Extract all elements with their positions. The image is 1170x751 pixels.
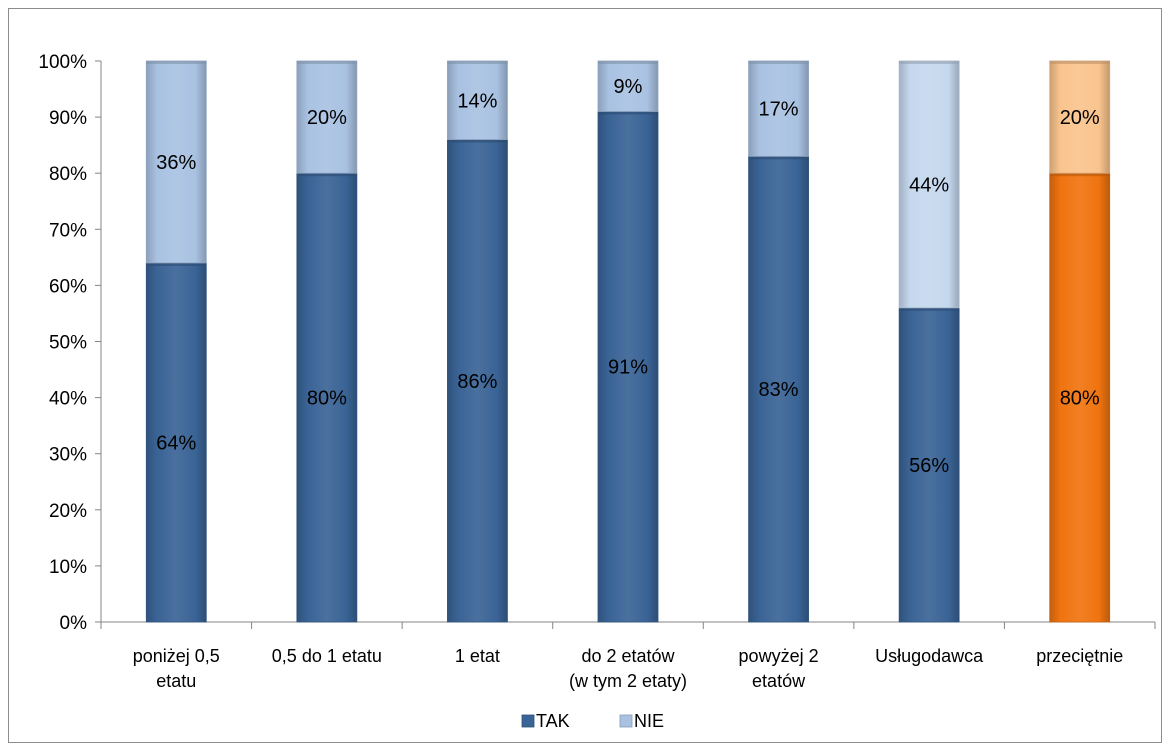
- y-tick-label: 20%: [49, 501, 87, 522]
- data-label: 36%: [156, 152, 196, 174]
- y-tick-label: 100%: [38, 52, 87, 73]
- bar-edge: [1049, 61, 1110, 64]
- bar-edge: [1049, 173, 1110, 177]
- legend-item-nie: NIE: [619, 711, 664, 731]
- y-tick-label: 30%: [49, 445, 87, 466]
- bar-nie: [597, 60, 659, 112]
- bar-edge: [296, 61, 357, 64]
- bar-tak: [447, 139, 508, 623]
- bar-edge: [146, 262, 207, 266]
- data-label: 56%: [909, 455, 949, 477]
- chart-svg: 0% 10% 20% 30% 40% 50% 60% 70% 80% 90% 100% 64% 36%…: [38, 52, 1156, 731]
- bar-nie: [447, 60, 508, 140]
- data-label: 17%: [759, 99, 799, 121]
- data-label: 80%: [1060, 388, 1100, 410]
- bar-tak: [296, 172, 358, 623]
- bar-tak: [748, 155, 809, 623]
- data-label: 64%: [156, 432, 196, 454]
- bar-edge: [748, 61, 809, 64]
- data-label: 83%: [759, 379, 799, 401]
- y-tick-label: 50%: [49, 333, 87, 354]
- category-label: przeciętnie: [1036, 646, 1123, 666]
- data-labels: 64% 36% 80% 20% 86% 14% 91% 9% 83% 17% 56% 44% 80% 20…: [156, 76, 1100, 477]
- bar-edge: [296, 173, 357, 177]
- legend-item-tak: TAK: [521, 711, 570, 731]
- bar-nie: [1049, 60, 1111, 174]
- legend-swatch: [619, 714, 633, 728]
- data-label: 20%: [1060, 107, 1100, 129]
- bar-edge: [899, 307, 960, 311]
- data-label: 44%: [909, 174, 949, 196]
- y-tick-label: 70%: [49, 220, 87, 241]
- data-label: 91%: [608, 357, 648, 379]
- category-label: Usługodawca: [875, 646, 984, 666]
- bar-edge: [146, 61, 207, 64]
- data-label: 9%: [614, 76, 643, 98]
- y-axis: 0% 10% 20% 30% 40% 50% 60% 70% 80% 90% 100%: [38, 52, 102, 634]
- legend-swatch: [521, 714, 535, 728]
- category-label: do 2 etatów: [581, 646, 675, 666]
- y-tick-label: 40%: [49, 389, 87, 410]
- bar-nie: [898, 60, 960, 309]
- bar-edge: [748, 156, 809, 160]
- bar-edge: [899, 61, 960, 64]
- bar-nie: [748, 60, 809, 157]
- y-tick-label: 60%: [49, 276, 87, 297]
- category-label: etatów: [752, 671, 806, 691]
- data-label: 80%: [307, 388, 347, 410]
- bar-tak: [898, 307, 960, 623]
- y-tick-label: 80%: [49, 164, 87, 185]
- bar-edge: [598, 111, 658, 115]
- legend: TAK NIE: [521, 711, 664, 731]
- bar-edge: [447, 139, 508, 143]
- bar-tak: [597, 111, 659, 623]
- bar-tak: [145, 262, 207, 623]
- bar-edge: [447, 61, 508, 64]
- data-label: 86%: [457, 371, 497, 393]
- data-label: 14%: [457, 90, 497, 112]
- bar-nie: [145, 60, 207, 264]
- category-label: poniżej 0,5: [133, 646, 220, 666]
- category-labels: poniżej 0,5 etatu 0,5 do 1 etatu 1 etat do 2…: [133, 646, 1123, 691]
- x-axis: [100, 621, 1156, 629]
- category-label: 0,5 do 1 etatu: [272, 646, 382, 666]
- bar-edge: [598, 61, 658, 64]
- y-tick-label: 10%: [49, 557, 87, 578]
- bars: [145, 60, 1111, 623]
- data-label: 20%: [307, 107, 347, 129]
- legend-label: NIE: [634, 711, 664, 731]
- category-label: 1 etat: [455, 646, 500, 666]
- legend-label: TAK: [536, 711, 570, 731]
- category-label: (w tym 2 etaty): [569, 671, 687, 691]
- chart-frame: 0% 10% 20% 30% 40% 50% 60% 70% 80% 90% 100% 64% 36%…: [8, 8, 1162, 743]
- category-label: etatu: [156, 671, 196, 691]
- y-tick-label: 90%: [49, 108, 87, 129]
- category-label: powyżej 2: [739, 646, 819, 666]
- y-tick-label: 0%: [60, 613, 88, 634]
